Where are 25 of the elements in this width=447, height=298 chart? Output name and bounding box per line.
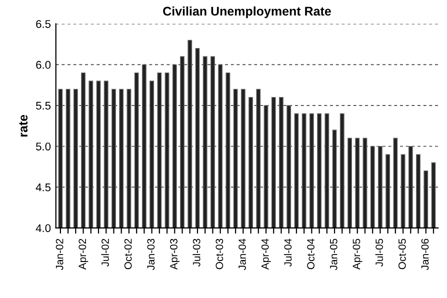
chart-title: Civilian Unemployment Rate: [163, 6, 331, 18]
x-tick-label: Jan-02: [56, 238, 64, 270]
x-tick-label: Jul-04: [284, 238, 292, 267]
x-tick-label: Apr-03: [170, 238, 180, 270]
y-tick-label: 6.5: [36, 20, 51, 28]
y-tick-label: 6.0: [36, 60, 51, 69]
x-tick-label: Apr-05: [352, 238, 362, 270]
x-tick-label: Oct-05: [398, 238, 406, 270]
x-tick-label: Apr-04: [261, 238, 271, 270]
x-tick-label: Jan-04: [238, 238, 246, 270]
x-tick-label: Jan-05: [330, 238, 338, 270]
y-tick-label: 5.5: [36, 102, 51, 110]
x-tick-label: Jul-05: [375, 238, 383, 267]
x-tick-label: Jul-02: [101, 238, 109, 267]
x-tick-label: Jan-06: [421, 238, 429, 270]
x-tick-label: Oct-03: [216, 238, 224, 270]
x-tick-label: Jan-03: [147, 238, 155, 270]
y-tick-label: 4.0: [36, 224, 51, 232]
y-tick-label: 4.5: [36, 184, 51, 192]
y-tick-label: 5.0: [36, 142, 51, 150]
y-axis-title: rate: [19, 114, 28, 137]
x-tick-label: Oct-04: [307, 238, 314, 270]
x-tick-label: Apr-02: [78, 238, 88, 270]
x-tick-label: Jul-03: [192, 238, 200, 267]
x-tick-label: Oct-02: [124, 238, 132, 270]
